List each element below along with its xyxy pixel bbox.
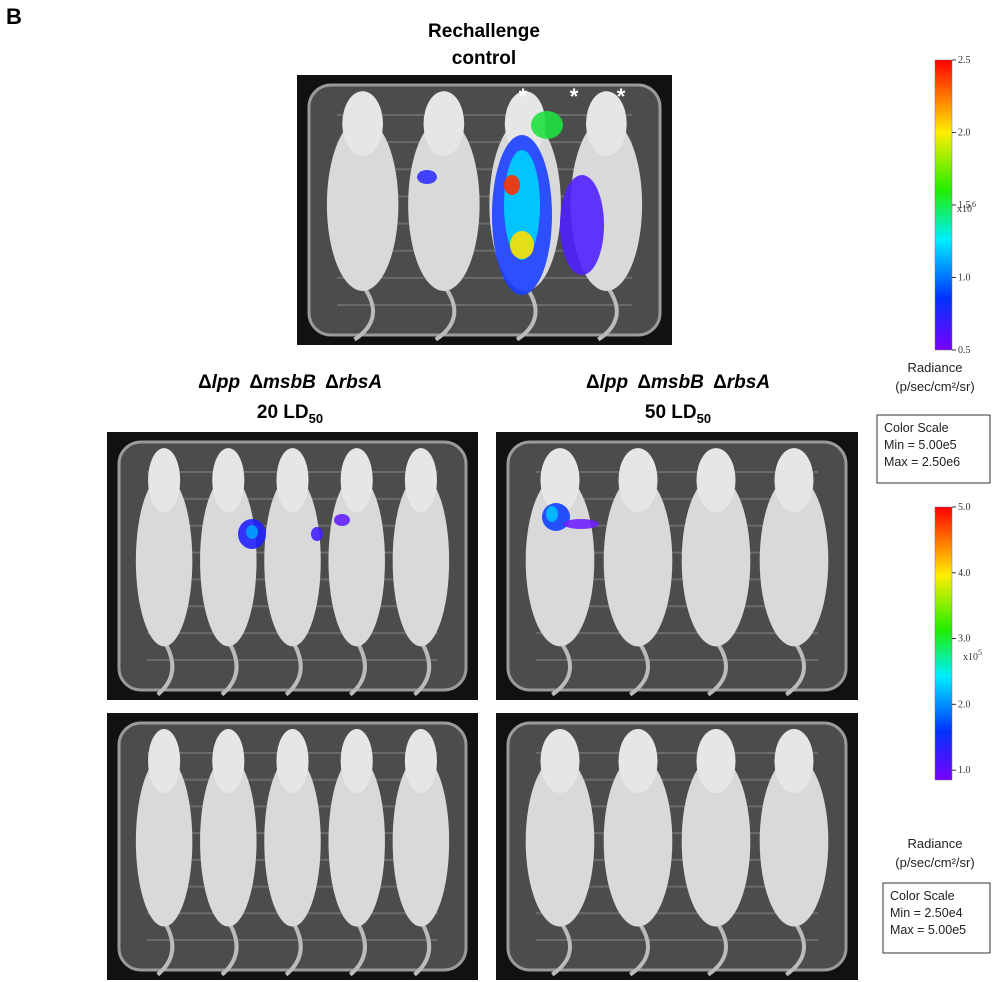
radiance-label: Radiance: [908, 836, 963, 851]
mouse-head: [775, 729, 814, 793]
dose: 50 LD50: [645, 402, 711, 426]
signal: [504, 175, 520, 195]
gene: msbB: [263, 372, 316, 393]
color-scales: 0.51.01.52.02.5x106Radiance(p/sec/cm²/sr…: [877, 55, 990, 953]
mouse-head: [424, 91, 465, 156]
tick-label: 4.0: [958, 568, 971, 579]
scale-box-text: Min = 2.50e4: [890, 906, 963, 920]
asterisk: *: [617, 84, 626, 109]
genotype: Δlpp ΔmsbB ΔrbsA: [198, 372, 382, 393]
delta: Δ: [198, 372, 212, 393]
tick-label: 1.0: [958, 765, 971, 776]
signal: [531, 111, 563, 139]
delta: Δ: [249, 372, 263, 393]
tick-label: 5.0: [958, 502, 971, 513]
radiance-units: (p/sec/cm²/sr): [895, 379, 974, 394]
scale-box-text: Max = 5.00e5: [890, 923, 966, 937]
mouse-head: [697, 729, 736, 793]
figure: B Rechallenge control Δlpp ΔmsbB ΔrbsA 2…: [0, 0, 999, 982]
scale-box-text: Color Scale: [890, 889, 955, 903]
dose-subscript: 50: [697, 411, 711, 426]
group-title: control: [452, 48, 516, 69]
mouse-head: [619, 729, 658, 793]
multiplier-exponent: 5: [978, 648, 982, 657]
mouse-head: [405, 729, 437, 793]
asterisk: *: [570, 84, 579, 109]
scale-box-text: Color Scale: [884, 421, 949, 435]
gene: lpp: [600, 372, 629, 393]
color-bar: [935, 507, 952, 780]
tick-label: 1.0: [958, 273, 971, 284]
mouse-head: [405, 448, 437, 512]
mouse-head: [276, 729, 308, 793]
photo: [496, 713, 858, 980]
signal: [246, 525, 258, 539]
asterisk: *: [519, 84, 528, 109]
tick-label: 3.0: [958, 634, 971, 645]
mouse-head: [342, 91, 383, 156]
signal: [334, 514, 350, 526]
signal: [311, 527, 323, 541]
photo: [107, 432, 478, 700]
signal: [563, 519, 599, 529]
dose: 20 LD50: [257, 402, 323, 426]
mouse-head: [212, 448, 244, 512]
gene: rbsA: [339, 372, 382, 393]
tick-label: 2.0: [958, 699, 971, 710]
radiance-label: Radiance: [908, 360, 963, 375]
delta: Δ: [586, 372, 600, 393]
tick-label: 0.5: [958, 345, 971, 356]
mouse-head: [341, 448, 373, 512]
gene: lpp: [212, 372, 241, 393]
signal: [560, 175, 604, 275]
gene: msbB: [651, 372, 704, 393]
dose-subscript: 50: [309, 411, 323, 426]
tick-label: 2.5: [958, 55, 971, 66]
multiplier-exponent: 6: [972, 200, 976, 209]
signal: [546, 506, 558, 522]
mouse-head: [541, 729, 580, 793]
mouse-head: [775, 448, 814, 512]
photo: [496, 432, 858, 700]
mouse-head: [148, 729, 180, 793]
tick-label: 2.0: [958, 128, 971, 139]
photo: [107, 713, 478, 980]
mouse-head: [212, 729, 244, 793]
delta: Δ: [325, 372, 339, 393]
mouse-head: [148, 448, 180, 512]
signal: [510, 231, 534, 259]
delta: Δ: [713, 372, 727, 393]
scale-box-text: Max = 2.50e6: [884, 455, 960, 469]
signal: [417, 170, 437, 184]
dose-amount: 50 LD: [645, 402, 697, 423]
panel-label: B: [6, 4, 22, 29]
gene: rbsA: [727, 372, 770, 393]
mouse-head: [276, 448, 308, 512]
mouse-head: [619, 448, 658, 512]
mouse-head: [341, 729, 373, 793]
multiplier-base: x10: [963, 652, 978, 663]
genotype: Δlpp ΔmsbB ΔrbsA: [586, 372, 770, 393]
mouse-head: [697, 448, 736, 512]
color-bar: [935, 60, 952, 350]
group-title: Rechallenge: [428, 21, 540, 42]
multiplier: x105: [963, 648, 982, 663]
photos: [107, 75, 858, 980]
multiplier-base: x10: [957, 204, 972, 215]
radiance-units: (p/sec/cm²/sr): [895, 855, 974, 870]
photo: [297, 75, 672, 345]
mouse-head: [541, 448, 580, 512]
scale-box-text: Min = 5.00e5: [884, 438, 957, 452]
delta: Δ: [637, 372, 651, 393]
dose-amount: 20 LD: [257, 402, 309, 423]
